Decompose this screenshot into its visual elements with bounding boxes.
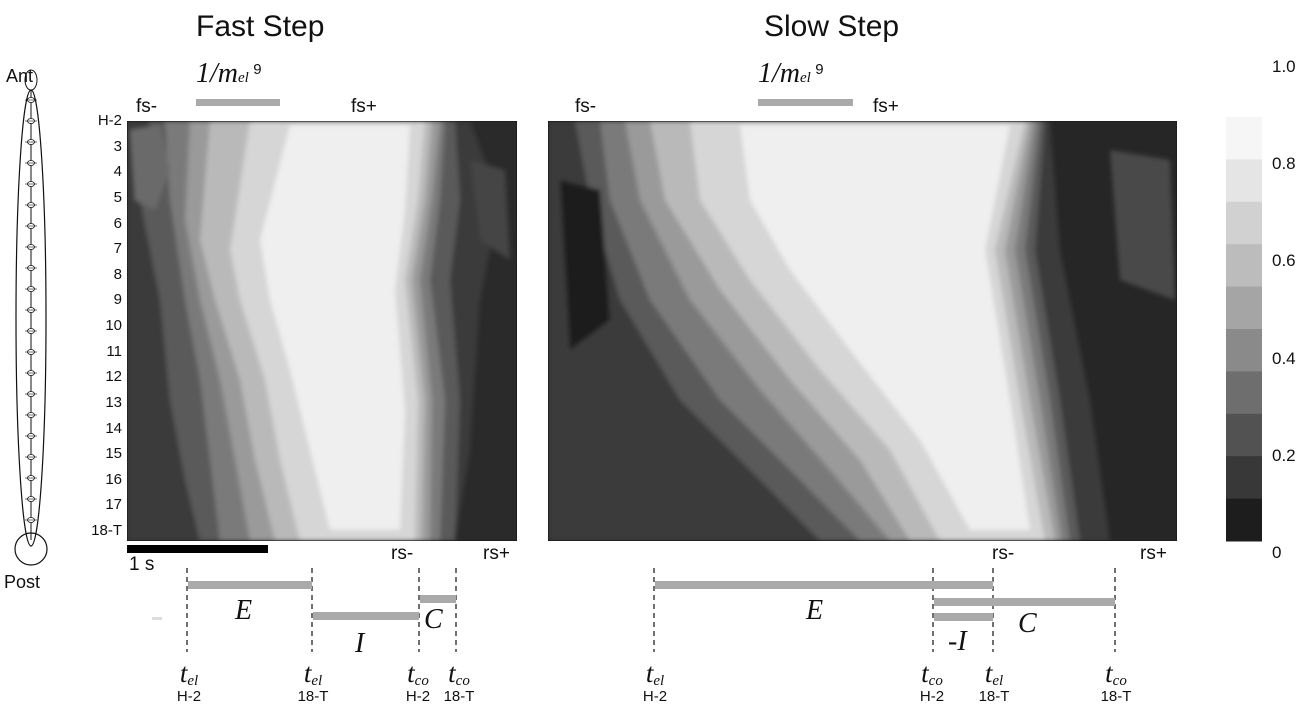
colorbar-band — [1226, 413, 1262, 457]
fast-rs-plus-label: rs+ — [483, 543, 510, 564]
colorbar-band — [1226, 201, 1262, 245]
segment-label: 7 — [113, 240, 122, 258]
segment-label: 5 — [113, 188, 122, 206]
slow-rs-minus-label: rs- — [992, 543, 1015, 564]
fast-fs-plus-label: fs+ — [351, 96, 377, 117]
slow-phase-e-bar — [655, 581, 993, 589]
segment-label: 18-T — [91, 522, 122, 539]
leech-schematic — [14, 69, 48, 566]
slow-time-4: tco 18-T — [1100, 658, 1132, 705]
fast-time-1: tel H-2 — [176, 658, 202, 705]
slow-phase-c-bar — [934, 598, 1115, 606]
slow-phase-i-label: -I — [948, 626, 967, 657]
segment-label: 10 — [105, 317, 122, 334]
fast-mel-label: 1/mel 9 — [196, 58, 262, 89]
fast-fs-minus-label: fs- — [136, 96, 158, 117]
colorbar-band — [1226, 498, 1262, 542]
fast-small-mark — [152, 617, 162, 620]
post-label: Post — [4, 572, 41, 592]
fast-phase-c-label: C — [424, 604, 443, 635]
one-second-label: 1 s — [129, 554, 155, 575]
slow-phase-c-label: C — [1018, 608, 1037, 639]
slow-phase-e-label: E — [806, 595, 824, 626]
colorbar-tick-label: 0.8 — [1272, 154, 1296, 174]
fast-phase-c-bar — [420, 595, 456, 603]
segment-label: 15 — [105, 445, 122, 463]
colorbar-band — [1226, 371, 1262, 415]
slow-time-1: tel H-2 — [642, 658, 668, 705]
segment-label: 8 — [113, 265, 122, 283]
slow-mel-bar — [758, 99, 853, 106]
segment-label: 13 — [105, 393, 122, 411]
fast-phase-e-bar — [188, 581, 312, 589]
fast-phase-i-label: I — [355, 628, 365, 659]
fast-phase-e-label: E — [235, 595, 253, 626]
slow-fs-minus-label: fs- — [575, 96, 597, 117]
colorbar-band — [1226, 244, 1262, 288]
slow-heatmap — [548, 121, 1177, 541]
segment-label: 12 — [105, 368, 122, 386]
fast-time-3: tco H-2 — [405, 658, 431, 705]
segment-label: 17 — [105, 496, 122, 514]
colorbar-band — [1226, 456, 1262, 500]
colorbar-tick-label: 0.6 — [1272, 251, 1296, 271]
fast-time-4: tco 18-T — [443, 658, 475, 705]
colorbar-tick-label: 0.4 — [1272, 348, 1296, 368]
fast-step-title: Fast Step — [196, 10, 325, 43]
segment-label: 11 — [106, 342, 122, 360]
fast-mel-bar — [196, 99, 280, 106]
one-second-scale-bar — [127, 545, 268, 553]
slow-time-2: tco H-2 — [919, 658, 945, 705]
colorbar — [1226, 117, 1262, 542]
colorbar-band — [1226, 159, 1262, 203]
segment-label: 14 — [105, 419, 122, 437]
slow-rs-plus-label: rs+ — [1140, 543, 1167, 564]
segment-label: 4 — [113, 163, 122, 181]
segment-label: H-2 — [97, 112, 122, 129]
fast-heatmap — [127, 121, 517, 541]
fast-phase-i-bar — [313, 612, 419, 620]
ant-label: Ant — [6, 66, 34, 86]
slow-phase-i-bar — [934, 613, 993, 621]
slow-mel-label: 1/mel 9 — [758, 58, 824, 89]
colorbar-band — [1226, 329, 1262, 372]
slow-fs-plus-label: fs+ — [873, 96, 899, 117]
fast-time-2: tel 18-T — [297, 658, 329, 705]
segment-label: 6 — [113, 214, 122, 232]
slow-time-3: tel 18-T — [978, 658, 1010, 705]
colorbar-tick-label: 0 — [1272, 543, 1282, 562]
slow-step-title: Slow Step — [764, 10, 900, 43]
segment-label: 9 — [113, 291, 122, 309]
colorbar-band — [1226, 286, 1262, 330]
segment-label: 16 — [105, 470, 122, 488]
fast-rs-minus-label: rs- — [391, 543, 414, 564]
colorbar-band — [1226, 117, 1262, 160]
colorbar-tick-label: 0.2 — [1272, 445, 1296, 465]
segment-label: 3 — [113, 137, 122, 155]
colorbar-tick-label: 1.0 — [1272, 57, 1296, 76]
